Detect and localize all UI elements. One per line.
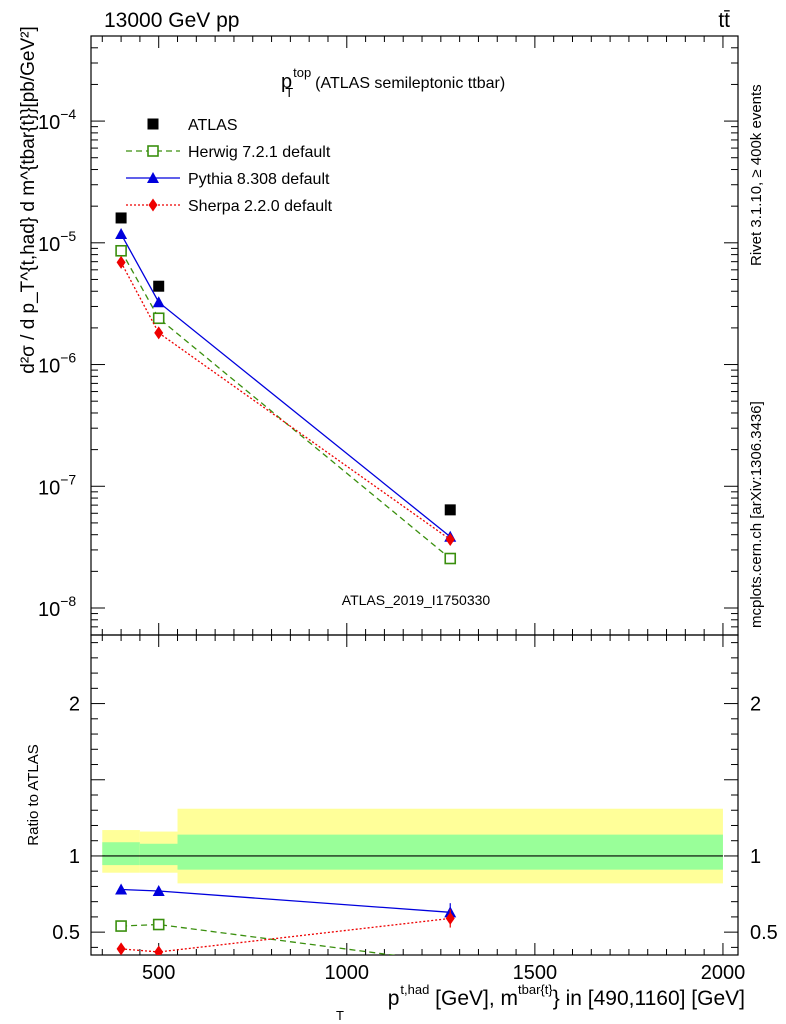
x-tick-label: 1500 (513, 962, 558, 984)
main-line-sherpa (120, 262, 451, 541)
y-tick-label-exp: −5 (60, 228, 76, 244)
ratio-point-pythia-1 (152, 885, 165, 896)
ratio-series-clipped (115, 883, 457, 955)
ratio-point-pythia-0 (115, 883, 128, 895)
title-rest: (ATLAS semileptonic ttbar) (315, 75, 505, 92)
y-tick-label-base: 10 (38, 356, 60, 378)
legend-label-atlas: ATLAS (188, 117, 238, 134)
y-tick-label-ratio-right: 1 (750, 846, 761, 868)
xlabel-sup: t,had (400, 982, 429, 997)
main-point-sherpa-0 (116, 255, 126, 269)
y-tick-label-exp: −7 (60, 471, 76, 487)
main-line-pythia (120, 233, 451, 538)
band-inner-2 (177, 834, 723, 870)
xlabel-sup2: tbar{t} (518, 982, 553, 997)
title-p: p (281, 71, 292, 93)
main-point-atlas-1 (153, 280, 165, 292)
xlabel-p: p (388, 987, 400, 1010)
analysis-watermark: ATLAS_2019_I1750330 (342, 592, 491, 608)
main-point-herwig-0 (115, 244, 127, 257)
title-sub: T (285, 85, 293, 100)
legend-label-sherpa: Sherpa 2.2.0 default (188, 198, 333, 215)
xlabel-mid: [GeV], m (429, 987, 518, 1010)
y-tick-label-base: 10 (38, 234, 60, 256)
main-point-herwig-1 (152, 312, 165, 325)
y-tick-label-main: 10−7 (38, 471, 76, 499)
legend-marker-pythia (147, 172, 159, 183)
header-process-label: tt̄ (718, 9, 730, 32)
y-tick-label-main: 10−8 (38, 593, 76, 621)
legend-marker-atlas (147, 118, 159, 130)
y-tick-label-base: 10 (38, 477, 60, 499)
main-point-herwig-2 (444, 552, 457, 565)
ratio-panel-frame (90, 634, 739, 956)
main-point-sherpa-1 (154, 326, 164, 340)
legend: ATLAS Herwig 7.2.1 default Pythia 8.308 de… (126, 117, 333, 215)
band-inner-1 (139, 843, 178, 866)
y-tick-label-ratio-left: 1 (69, 846, 80, 868)
header-energy-label: 13000 GeV pp (104, 9, 239, 32)
ratio-series-layer (115, 883, 457, 955)
y-tick-label-base: 10 (38, 112, 60, 134)
y-tick-label-main: 10−5 (38, 228, 76, 256)
y-tick-label-exp: −4 (60, 106, 76, 122)
y-tick-label-main: 10−4 (38, 106, 76, 134)
main-point-pythia-1 (152, 296, 165, 308)
legend-marker-sherpa (148, 198, 158, 212)
axis-ticks (91, 35, 738, 955)
x-tick-label: 2000 (701, 962, 746, 984)
main-y-axis-label: d²σ / d p_T^{t,had} d m^{tbar{t}}[pb/GeV… (18, 26, 39, 374)
ratio-uncertainty-bands (102, 808, 723, 884)
main-line-herwig (120, 250, 451, 560)
legend-label-herwig: Herwig 7.2.1 default (188, 144, 331, 161)
y-tick-label-main: 10−6 (38, 350, 76, 378)
ratio-point-sherpa-0 (116, 942, 126, 955)
ratio-line-herwig (121, 923, 397, 955)
xlabel-end: } in [490,1160] [GeV] (553, 987, 745, 1010)
main-point-pythia-0 (115, 228, 128, 240)
main-point-atlas-0 (115, 212, 127, 224)
legend-label-pythia: Pythia 8.308 default (188, 171, 330, 188)
ratio-point-herwig-0 (115, 920, 127, 932)
y-tick-label-ratio-left: 2 (69, 694, 80, 716)
ratio-line-sherpa (121, 917, 451, 953)
main-point-atlas-2 (444, 504, 456, 516)
y-tick-label-ratio-left: 0.5 (52, 922, 80, 944)
ratio-y-axis-label: Ratio to ATLAS (25, 744, 42, 845)
main-plot-title: ptop T (ATLAS semileptonic ttbar) (281, 65, 505, 100)
mcplots-label: mcplots.cern.ch [arXiv:1306.3436] (748, 401, 765, 628)
y-tick-label-exp: −6 (60, 350, 76, 366)
title-sup: top (293, 65, 311, 80)
main-point-sherpa-2 (445, 533, 455, 547)
ratio-point-sherpa-1 (154, 945, 164, 955)
rivet-version-label: Rivet 3.1.10, ≥ 400k events (748, 84, 765, 266)
xlabel-sub: T (336, 1008, 344, 1023)
ratio-point-sherpa-2 (445, 911, 455, 925)
band-inner-0 (102, 842, 140, 866)
x-axis-label: pt,had [GeV], mtbar{t}} in [490,1160] [G… (388, 982, 745, 1010)
x-tick-label: 1000 (325, 962, 370, 984)
ratio-line-pythia (121, 888, 451, 913)
legend-marker-herwig (147, 145, 159, 157)
y-tick-label-exp: −8 (60, 593, 76, 609)
y-tick-label-ratio-right: 2 (750, 694, 761, 716)
y-tick-label-ratio-right: 0.5 (750, 922, 778, 944)
y-tick-label-base: 10 (38, 599, 60, 621)
ratio-point-herwig-1 (152, 918, 165, 931)
x-tick-label: 500 (142, 962, 175, 984)
main-series-layer (115, 212, 457, 565)
